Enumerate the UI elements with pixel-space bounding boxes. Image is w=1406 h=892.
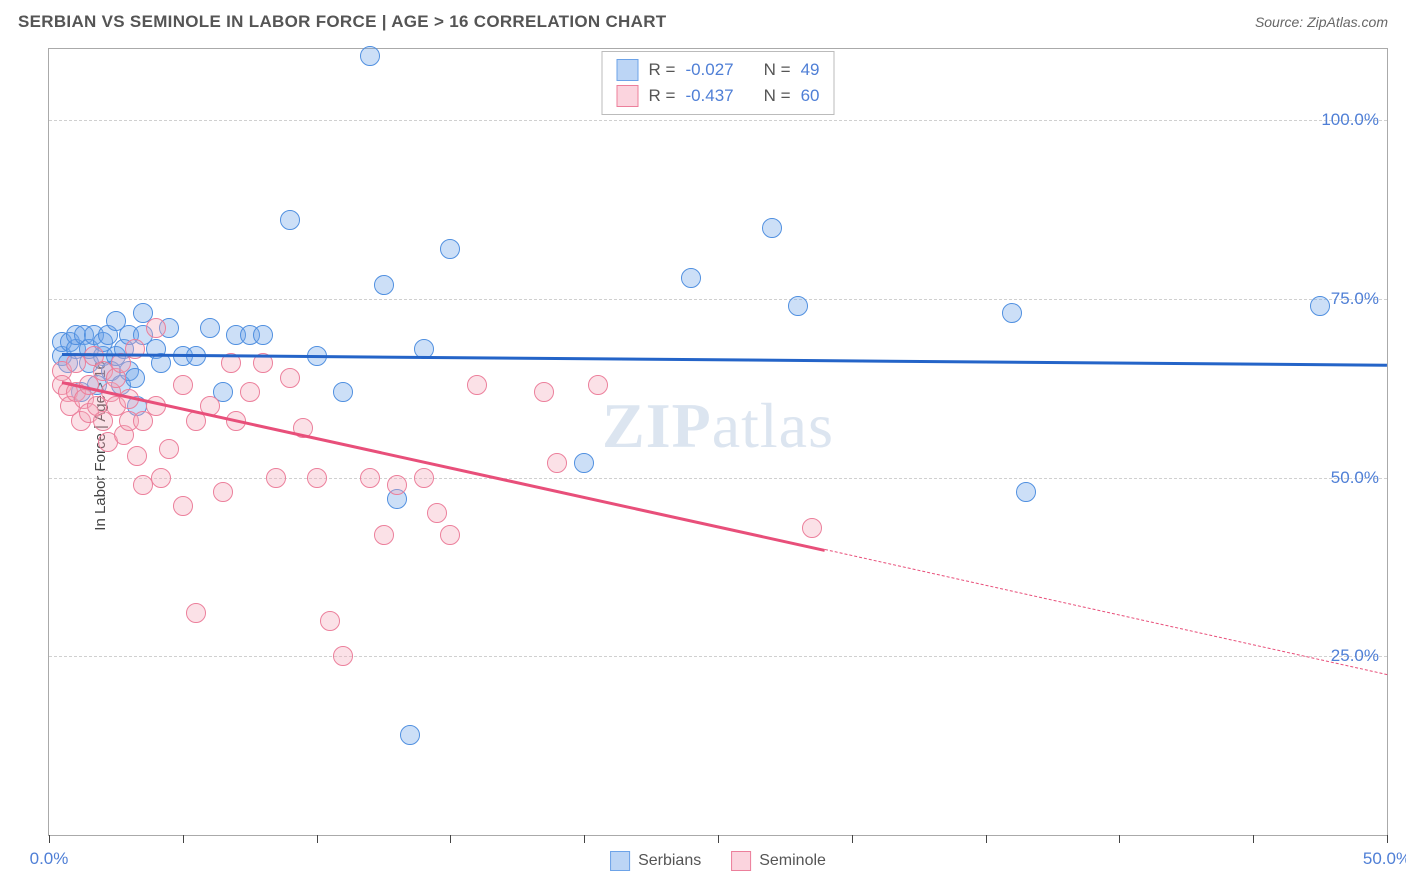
data-point	[266, 468, 286, 488]
plot-area: 25.0%50.0%75.0%100.0%0.0%50.0%	[49, 49, 1387, 835]
legend-row: R = -0.437 N = 60	[617, 83, 820, 109]
gridline-h	[49, 120, 1387, 121]
legend-item: Seminole	[731, 851, 826, 871]
legend-n-label: N =	[764, 86, 791, 106]
x-tick	[852, 835, 853, 843]
chart-frame: 25.0%50.0%75.0%100.0%0.0%50.0% ZIPatlas …	[48, 48, 1388, 836]
source-label: Source: ZipAtlas.com	[1255, 14, 1388, 30]
legend-r-value: -0.027	[685, 60, 733, 80]
x-tick	[450, 835, 451, 843]
data-point	[387, 475, 407, 495]
legend-correlation: R = -0.027 N = 49 R = -0.437 N = 60	[602, 51, 835, 115]
x-tick	[718, 835, 719, 843]
x-tick	[183, 835, 184, 843]
legend-swatch	[617, 59, 639, 81]
y-tick-label: 75.0%	[1331, 289, 1379, 309]
legend-swatch	[617, 85, 639, 107]
data-point	[360, 46, 380, 66]
x-tick	[1387, 835, 1388, 843]
data-point	[127, 446, 147, 466]
legend-item: Serbians	[610, 851, 701, 871]
data-point	[213, 482, 233, 502]
gridline-h	[49, 656, 1387, 657]
gridline-h	[49, 478, 1387, 479]
data-point	[762, 218, 782, 238]
chart-title: SERBIAN VS SEMINOLE IN LABOR FORCE | AGE…	[18, 12, 666, 32]
legend-r-value: -0.437	[685, 86, 733, 106]
data-point	[547, 453, 567, 473]
data-point	[173, 496, 193, 516]
data-point	[360, 468, 380, 488]
data-point	[440, 239, 460, 259]
x-tick	[317, 835, 318, 843]
data-point	[280, 210, 300, 230]
data-point	[333, 646, 353, 666]
data-point	[374, 525, 394, 545]
data-point	[534, 382, 554, 402]
data-point	[146, 318, 166, 338]
data-point	[440, 525, 460, 545]
legend-n-value: 49	[801, 60, 820, 80]
data-point	[151, 353, 171, 373]
x-tick	[986, 835, 987, 843]
data-point	[173, 375, 193, 395]
data-point	[400, 725, 420, 745]
legend-swatch	[610, 851, 630, 871]
data-point	[253, 325, 273, 345]
x-tick	[1119, 835, 1120, 843]
data-point	[374, 275, 394, 295]
legend-label: Seminole	[759, 852, 826, 870]
data-point	[133, 475, 153, 495]
data-point	[151, 468, 171, 488]
data-point	[66, 353, 86, 373]
legend-n-value: 60	[801, 86, 820, 106]
data-point	[802, 518, 822, 538]
data-point	[574, 453, 594, 473]
y-tick-label: 100.0%	[1321, 110, 1379, 130]
legend-label: Serbians	[638, 852, 701, 870]
data-point	[1016, 482, 1036, 502]
x-tick	[49, 835, 50, 843]
y-tick-label: 50.0%	[1331, 468, 1379, 488]
legend-n-label: N =	[764, 60, 791, 80]
data-point	[788, 296, 808, 316]
legend-row: R = -0.027 N = 49	[617, 57, 820, 83]
data-point	[588, 375, 608, 395]
data-point	[307, 468, 327, 488]
legend-r-label: R =	[649, 60, 676, 80]
x-tick-label: 0.0%	[30, 849, 69, 869]
legend-series: Serbians Seminole	[610, 851, 826, 871]
data-point	[320, 611, 340, 631]
data-point	[427, 503, 447, 523]
data-point	[1002, 303, 1022, 323]
data-point	[200, 318, 220, 338]
data-point	[467, 375, 487, 395]
data-point	[240, 382, 260, 402]
data-point	[280, 368, 300, 388]
data-point	[1310, 296, 1330, 316]
data-point	[159, 439, 179, 459]
data-point	[681, 268, 701, 288]
data-point	[186, 603, 206, 623]
gridline-h	[49, 299, 1387, 300]
data-point	[414, 468, 434, 488]
legend-r-label: R =	[649, 86, 676, 106]
data-point	[333, 382, 353, 402]
x-tick	[1253, 835, 1254, 843]
x-tick-label: 50.0%	[1363, 849, 1406, 869]
legend-swatch	[731, 851, 751, 871]
x-tick	[584, 835, 585, 843]
